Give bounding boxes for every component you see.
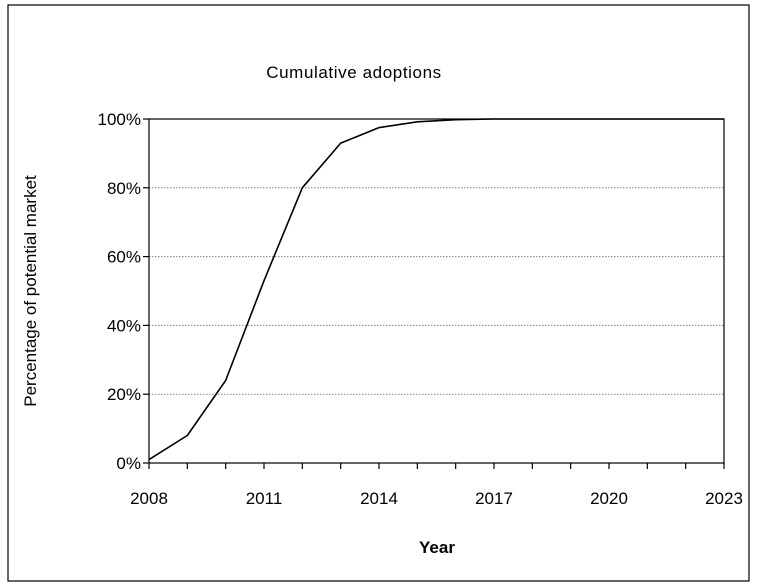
plot-area xyxy=(148,118,725,464)
y-tick-label-1: 20% xyxy=(107,385,141,404)
x-tick-label-2023: 2023 xyxy=(705,489,743,508)
y-tick-labels: 0% 20% 40% 60% 80% 100% xyxy=(98,110,141,473)
x-axis-title: Year xyxy=(419,538,455,557)
x-tick-labels: 2008 2011 2014 2017 2020 2023 xyxy=(130,489,743,508)
y-tick-label-3: 60% xyxy=(107,248,141,267)
chart-frame xyxy=(7,4,750,582)
y-tick-label-2: 40% xyxy=(107,316,141,335)
x-tick-label-2008: 2008 xyxy=(130,489,168,508)
chart-title: Cumulative adoptions xyxy=(266,63,441,82)
series-layer xyxy=(148,118,724,461)
x-tick-label-2020: 2020 xyxy=(590,489,628,508)
x-tick-label-2014: 2014 xyxy=(360,489,398,508)
y-tick-label-4: 80% xyxy=(107,179,141,198)
y-tick-label-5: 100% xyxy=(98,110,141,129)
axis-ticks xyxy=(143,118,725,469)
y-axis-title: Percentage of potential market xyxy=(21,175,40,407)
x-tick-label-2011: 2011 xyxy=(246,489,283,508)
x-tick-label-2017: 2017 xyxy=(475,489,513,508)
series-line-0 xyxy=(148,118,724,461)
y-tick-label-0: 0% xyxy=(116,454,141,473)
